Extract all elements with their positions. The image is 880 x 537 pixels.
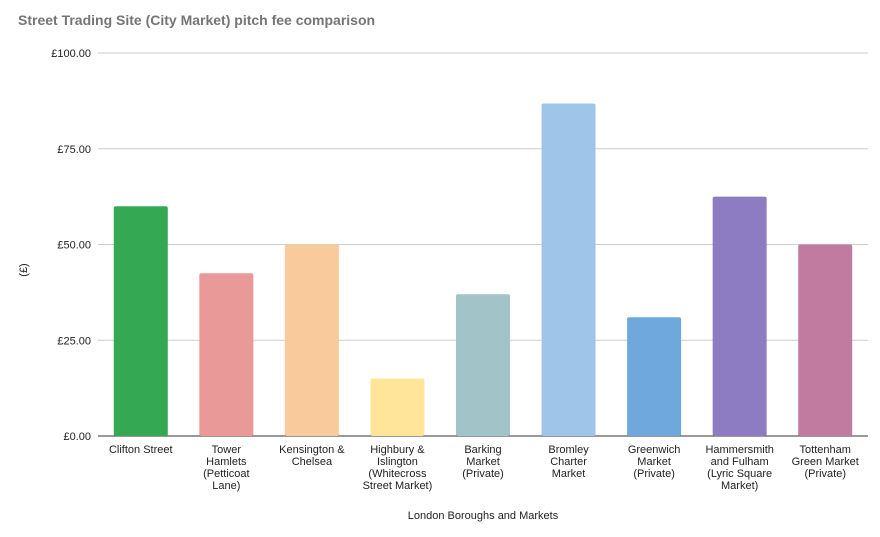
bar — [113, 206, 168, 436]
bar — [712, 196, 767, 436]
chart-title: Street Trading Site (City Market) pitch … — [18, 12, 376, 28]
y-tick-label: £100.00 — [51, 48, 91, 60]
bar — [199, 273, 254, 436]
y-tick-label: £75.00 — [57, 144, 91, 156]
y-tick-label: £25.00 — [57, 335, 91, 347]
bar — [798, 244, 853, 436]
x-category-label: Tower Hamlets (Petticoat Lane) — [203, 444, 249, 492]
bar — [284, 244, 339, 436]
y-tick-label: £50.00 — [57, 240, 91, 252]
x-category-label: Bromley Charter Market — [548, 444, 589, 480]
y-tick-label: £0.00 — [63, 431, 91, 443]
bar — [456, 294, 510, 436]
bar — [541, 103, 596, 436]
x-category-label: Highbury & Islington (Whitecross Street Mar… — [363, 444, 433, 492]
y-axis-ticks: £0.00 £25.00 £50.00 £75.00 £100.00 — [51, 48, 91, 443]
x-category-label: Kensington & Chelsea — [279, 444, 345, 468]
x-category-label: Tottenham Green Market (Private) — [792, 444, 859, 480]
bar — [627, 317, 682, 436]
bars — [113, 103, 853, 436]
y-axis-label: (£) — [18, 263, 30, 276]
bar — [370, 378, 425, 436]
x-axis-categories: Clifton Street Tower Hamlets (Petticoat Lane… — [109, 444, 859, 492]
x-category-label: Greenwich Market (Private) — [628, 444, 681, 480]
x-category-label: Hammersmith and Fulham (Lyric Square Market… — [705, 444, 773, 492]
x-category-label: Barking Market (Private) — [462, 444, 504, 480]
x-axis-label: London Boroughs and Markets — [408, 510, 559, 522]
x-category-label: Clifton Street — [109, 444, 173, 456]
